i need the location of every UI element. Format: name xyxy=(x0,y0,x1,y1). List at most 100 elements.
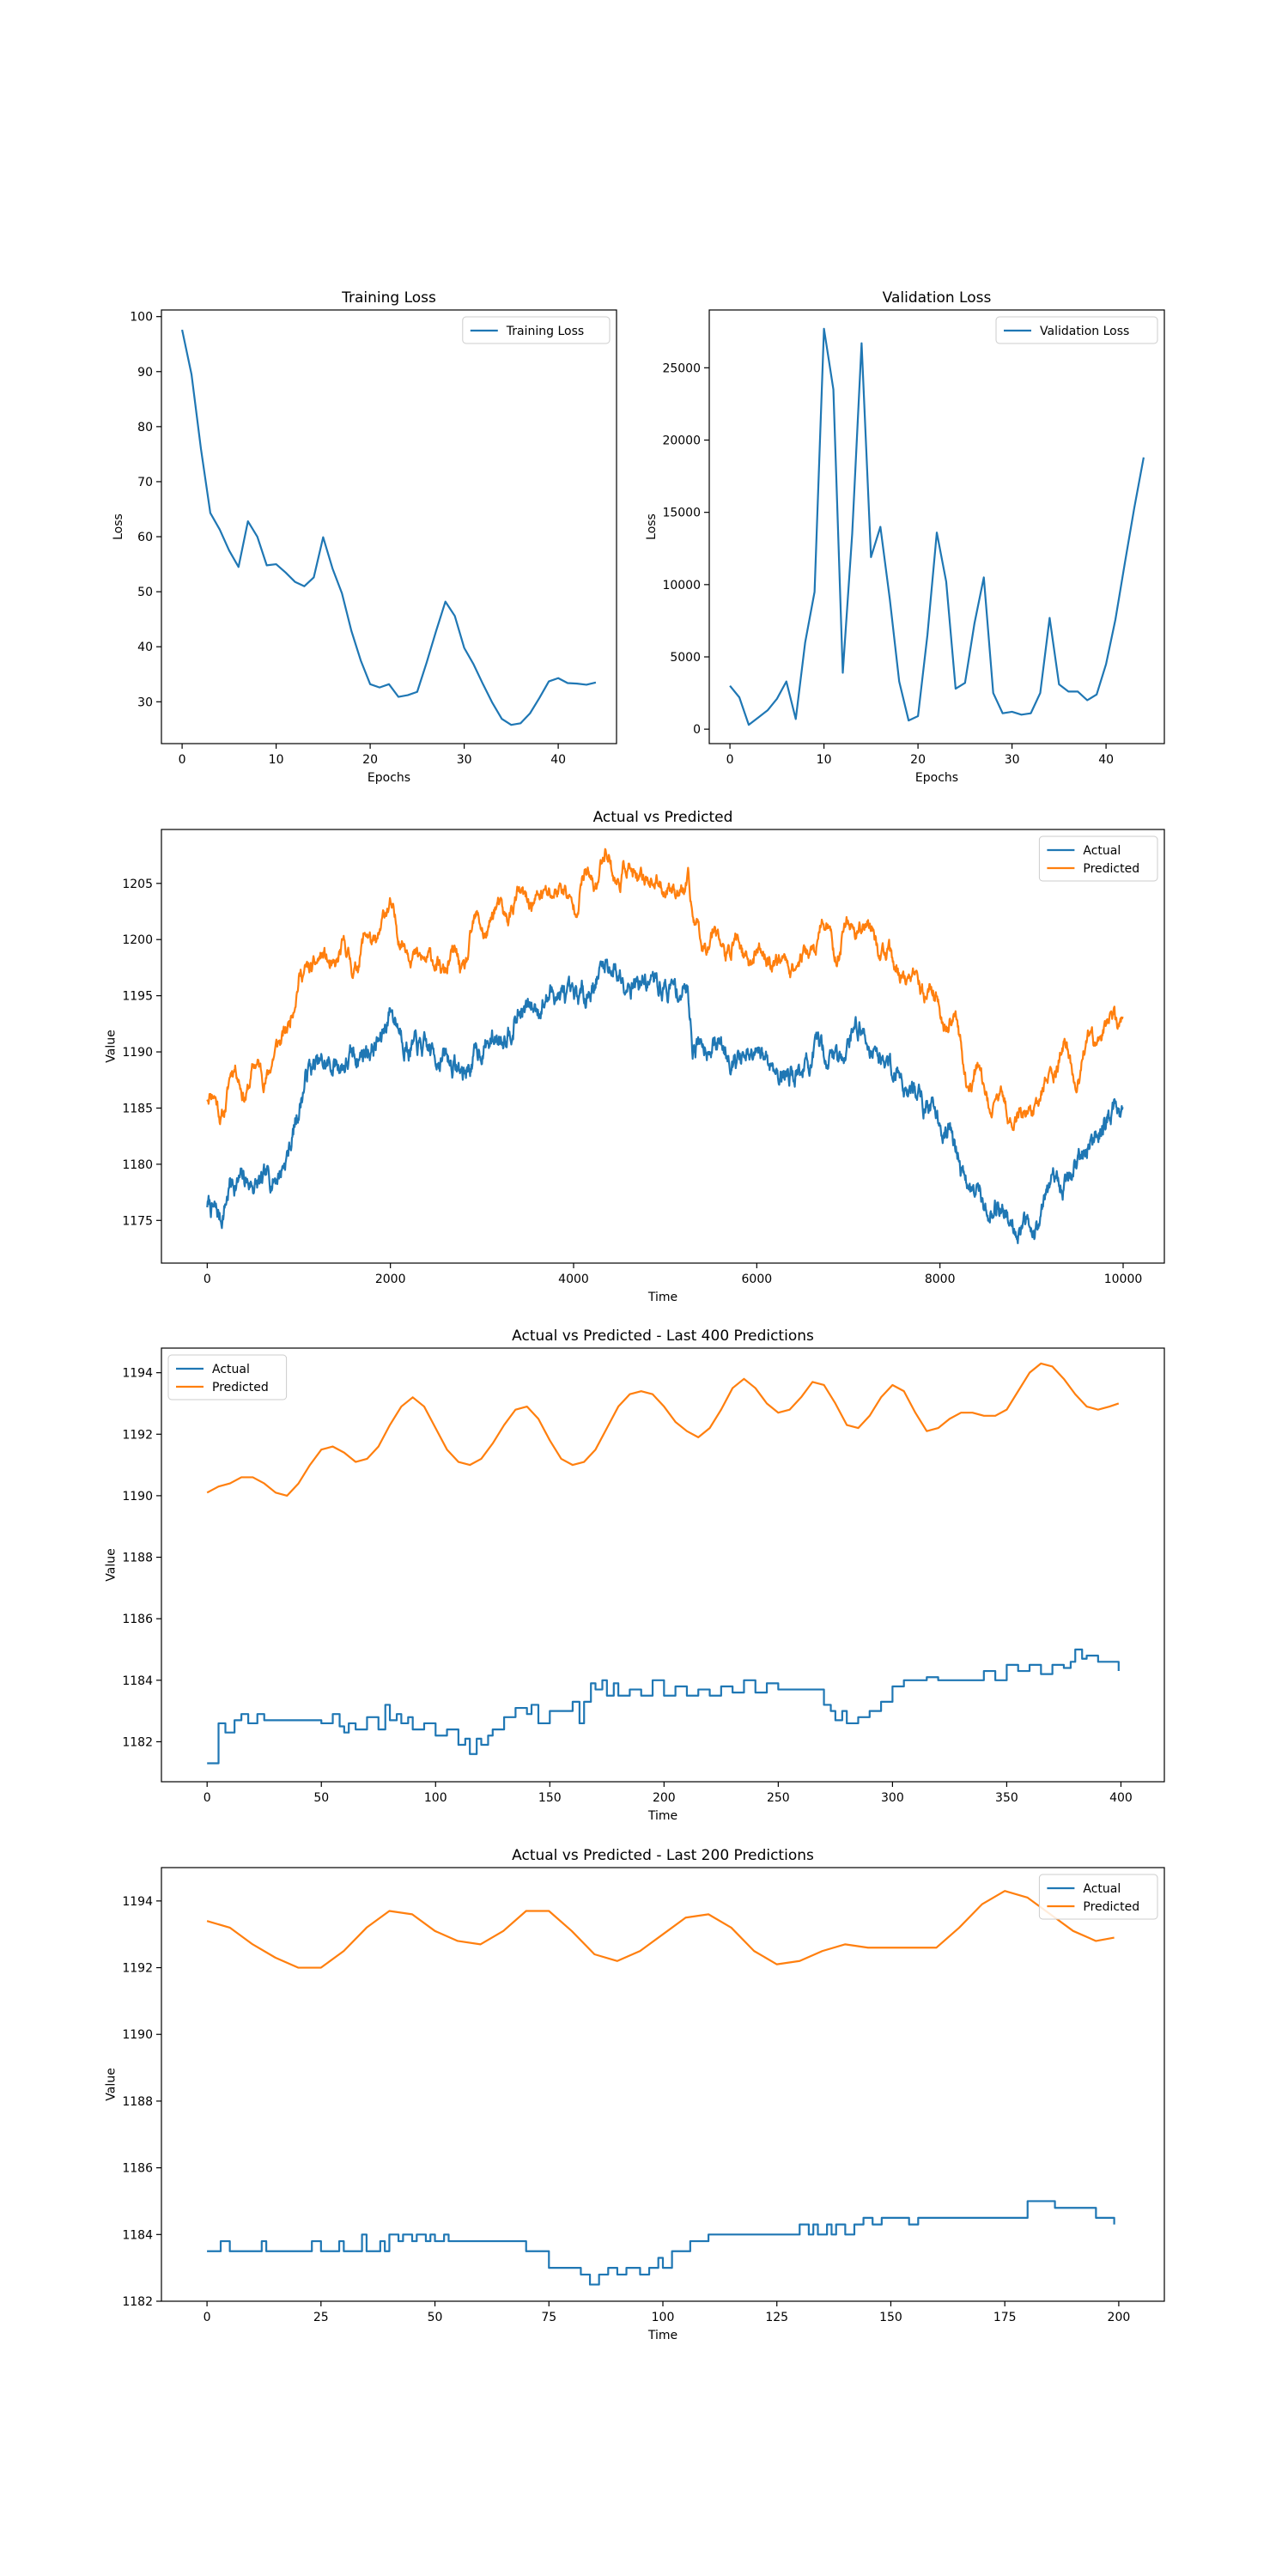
y-tick-label: 1184 xyxy=(122,1674,153,1688)
x-tick-label: 10 xyxy=(817,753,832,767)
series-line-validation-loss xyxy=(729,327,1145,726)
series-line-predicted xyxy=(206,1362,1120,1498)
legend-entry: Predicted xyxy=(212,1381,269,1394)
plot-area xyxy=(729,327,1145,726)
axes-frame xyxy=(161,309,617,744)
legend: Actual Predicted xyxy=(1038,1874,1158,1920)
chart-last-200: Actual vs Predicted - Last 200 Predictio… xyxy=(105,1847,1165,2342)
y-axis-label: Loss xyxy=(645,513,659,540)
y-tick-label: 100 xyxy=(130,311,153,325)
plot-area xyxy=(206,1362,1120,1765)
y-tick-label: 1188 xyxy=(122,1552,153,1565)
axes-frame xyxy=(708,309,1165,744)
y-tick-label: 1182 xyxy=(122,1735,153,1749)
x-tick-label: 4000 xyxy=(558,1273,589,1286)
y-tick-label: 1194 xyxy=(122,1367,153,1381)
axes-frame xyxy=(161,829,1165,1264)
legend-box xyxy=(995,316,1158,344)
y-tick-label: 10000 xyxy=(662,579,701,592)
x-tick-label: 20 xyxy=(910,753,926,767)
legend-entry: Actual xyxy=(212,1363,250,1376)
x-tick-label: 150 xyxy=(538,1791,562,1805)
series-line-actual xyxy=(206,958,1124,1245)
y-tick-label: 1180 xyxy=(122,1158,153,1172)
y-axis-label: Value xyxy=(105,2068,118,2100)
plot-area xyxy=(206,848,1124,1245)
legend: Validation Loss xyxy=(995,316,1158,344)
y-tick-label: 40 xyxy=(137,641,153,654)
y-tick-label: 80 xyxy=(137,421,153,434)
x-tick-label: 20 xyxy=(362,753,378,767)
chart-title: Actual vs Predicted - Last 200 Predictio… xyxy=(512,1847,814,1864)
x-tick-label: 350 xyxy=(995,1791,1018,1805)
plot-area xyxy=(206,1890,1115,2286)
series-line-actual xyxy=(207,1648,1120,1765)
y-tick-label: 1188 xyxy=(122,2095,153,2109)
x-axis-label: Time xyxy=(647,2329,677,2342)
chart-title: Actual vs Predicted - Last 400 Predictio… xyxy=(512,1327,814,1345)
x-tick-label: 10000 xyxy=(1104,1273,1143,1286)
chart-title: Training Loss xyxy=(341,289,436,307)
y-tick-label: 50 xyxy=(137,586,153,599)
x-tick-label: 175 xyxy=(993,2311,1017,2324)
y-tick-label: 1184 xyxy=(122,2228,153,2242)
x-tick-label: 200 xyxy=(1108,2311,1131,2324)
x-axis-label: Epochs xyxy=(915,771,958,785)
y-tick-label: 1195 xyxy=(122,990,153,1004)
y-tick-label: 0 xyxy=(693,723,701,737)
chart-validation-loss: Validation Loss 0 10 20 30 40 0 5000 10000 15000 2… xyxy=(645,289,1165,785)
y-tick-label: 1185 xyxy=(122,1102,153,1115)
x-tick-label: 250 xyxy=(767,1791,790,1805)
x-tick-label: 0 xyxy=(204,1791,211,1805)
y-tick-label: 60 xyxy=(137,531,153,544)
x-tick-label: 100 xyxy=(424,1791,447,1805)
x-axis-label: Time xyxy=(647,1291,677,1304)
y-tick-label: 1192 xyxy=(122,1962,153,1976)
y-tick-label: 1182 xyxy=(122,2295,153,2309)
x-tick-label: 40 xyxy=(550,753,566,767)
x-tick-label: 100 xyxy=(652,2311,675,2324)
chart-title: Actual vs Predicted xyxy=(593,809,733,826)
legend: Training Loss xyxy=(462,316,611,344)
legend-entry: Predicted xyxy=(1083,862,1139,876)
axes-frame xyxy=(161,1347,1165,1783)
y-axis-label: Loss xyxy=(112,513,125,540)
legend-box xyxy=(167,1354,288,1400)
y-tick-label: 1200 xyxy=(122,933,153,947)
y-tick-label: 25000 xyxy=(662,361,701,375)
x-tick-label: 0 xyxy=(204,2311,211,2324)
x-tick-label: 30 xyxy=(1005,753,1020,767)
y-tick-label: 1186 xyxy=(122,2162,153,2176)
x-axis-label: Time xyxy=(647,1809,677,1823)
legend: Actual Predicted xyxy=(1038,835,1158,882)
x-tick-label: 200 xyxy=(653,1791,676,1805)
y-tick-label: 15000 xyxy=(662,507,701,520)
x-tick-label: 50 xyxy=(428,2311,443,2324)
y-tick-label: 1192 xyxy=(122,1428,153,1442)
y-tick-label: 1205 xyxy=(122,878,153,891)
x-tick-label: 40 xyxy=(1098,753,1114,767)
x-tick-label: 125 xyxy=(765,2311,788,2324)
x-tick-label: 8000 xyxy=(925,1273,956,1286)
y-tick-label: 1175 xyxy=(122,1214,153,1228)
legend-entry: Validation Loss xyxy=(1040,325,1129,338)
x-tick-label: 75 xyxy=(541,2311,556,2324)
x-tick-label: 50 xyxy=(313,1791,329,1805)
y-axis-label: Value xyxy=(105,1030,118,1062)
x-tick-label: 30 xyxy=(457,753,472,767)
legend: Actual Predicted xyxy=(167,1354,288,1400)
y-axis-label: Value xyxy=(105,1548,118,1581)
chart-training-loss: Training Loss 0 10 20 30 40 30 40 50 60 70 80 90 100 E… xyxy=(112,289,617,785)
series-line-predicted xyxy=(206,1890,1115,1969)
series-line-actual xyxy=(207,2200,1115,2286)
y-tick-label: 1190 xyxy=(122,1046,153,1060)
legend-entry: Actual xyxy=(1083,1882,1121,1896)
legend-box xyxy=(1038,835,1158,882)
plot-area xyxy=(181,329,597,726)
x-tick-label: 0 xyxy=(204,1273,211,1286)
legend-box xyxy=(462,316,611,344)
chart-last-400: Actual vs Predicted - Last 400 Predictio… xyxy=(105,1327,1165,1823)
y-tick-label: 1190 xyxy=(122,2028,153,2042)
legend-entry: Training Loss xyxy=(506,325,584,338)
